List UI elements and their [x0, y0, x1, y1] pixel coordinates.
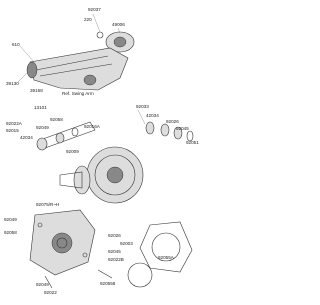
drive-shaft — [36, 121, 96, 151]
part-label: 92058 — [4, 230, 17, 235]
part-label: 42034 — [20, 135, 33, 140]
part-label: 92015 — [6, 128, 19, 133]
part-label: 42034 — [146, 113, 159, 118]
gasket — [127, 221, 193, 288]
part-label: 92049 — [36, 282, 49, 287]
part-label: 92045 — [108, 249, 121, 254]
bolts — [44, 269, 113, 289]
part-label: 92055A — [158, 255, 175, 260]
part-label: 92009 — [66, 149, 79, 154]
part-label: 92051 — [186, 140, 199, 145]
part-label: 92022 — [44, 290, 57, 295]
rear-cap — [92, 13, 135, 53]
part-label: 610 — [12, 42, 20, 47]
part-label: 920558 — [100, 281, 116, 286]
part-label: 39130 — [6, 81, 19, 86]
part-label: 92003 — [120, 241, 133, 246]
part-label: 92037 — [88, 7, 101, 12]
page: 92037 220 49006 610 39130 39168 Ref. Swi… — [4, 7, 200, 296]
part-label: 220 — [84, 17, 92, 22]
swing-arm — [17, 45, 129, 91]
part-label: 92033 — [136, 104, 149, 109]
part-label: 92045 — [176, 126, 189, 131]
ring-gear — [59, 146, 144, 204]
part-label: 92026 — [166, 119, 179, 124]
part-label: Ref. Swing Arm — [62, 91, 94, 96]
part-label: 92049 — [4, 217, 17, 222]
part-label: 92058 — [50, 117, 63, 122]
part-label: 92022B — [108, 257, 124, 262]
part-label: 92049 — [36, 125, 49, 130]
part-label: 92026 — [108, 233, 121, 238]
gear-case — [29, 209, 96, 276]
part-label: 92022A — [6, 121, 23, 126]
bearing-set — [137, 109, 194, 142]
parts-diagram: 92037 220 49006 610 39130 39168 Ref. Swi… — [4, 7, 199, 295]
part-label: 13101 — [34, 105, 47, 110]
part-label: 92075/R~H — [36, 202, 59, 207]
part-label: 92016A — [84, 124, 101, 129]
part-label: 39168 — [30, 88, 43, 93]
part-label: 49006 — [112, 22, 125, 27]
